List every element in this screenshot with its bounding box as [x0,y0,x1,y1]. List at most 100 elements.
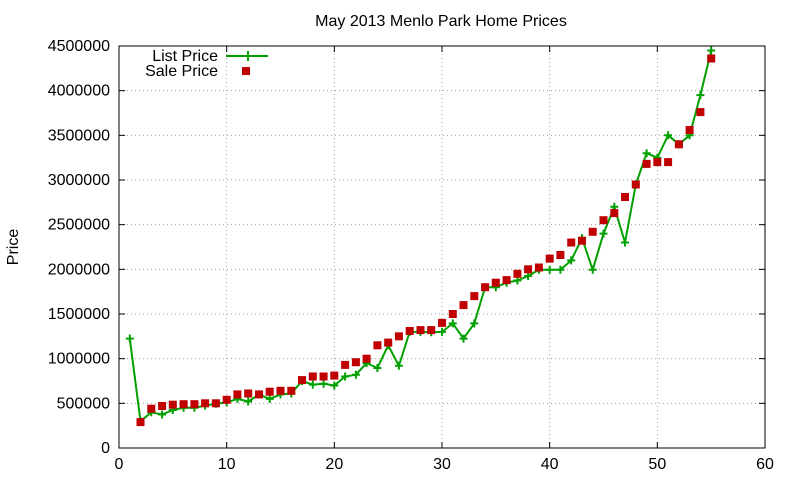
sale-price-point [534,263,543,272]
sale-price-point [405,327,414,335]
chart-title: May 2013 Menlo Park Home Prices [315,13,567,30]
x-tick-label: 40 [541,456,559,473]
list-price-point [642,149,651,158]
sale-price-point [674,140,683,149]
sale-price-point [276,386,285,395]
sale-price-point [470,292,479,301]
sale-price-point [233,390,242,399]
sale-price-point [308,372,317,381]
list-price-point [513,276,522,285]
list-price-point [319,379,328,388]
y-tick-label: 4000000 [48,83,110,100]
sale-price-point [319,372,328,381]
list-price-point [244,397,253,406]
list-price-point [588,265,597,274]
y-tick-label: 0 [101,440,110,457]
list-price-point [265,394,274,403]
series-layer [125,46,716,427]
sale-price-point [394,332,403,341]
sale-price-point [244,389,253,398]
list-price-point [696,91,705,100]
sale-price-point [524,265,533,274]
y-tick-label: 500000 [57,395,110,412]
list-price-point [621,238,629,247]
sale-price-point [707,54,716,63]
x-tick-label: 60 [756,456,774,473]
list-price-point [308,380,317,389]
sale-price-point [351,358,360,367]
list-price-point [524,272,533,280]
y-axis-label: Price [5,229,22,266]
sale-price-point [147,404,156,413]
list-price-point [351,370,360,379]
sale-price-point [287,386,296,395]
y-tick-label: 1000000 [48,351,110,368]
list-price-point [125,334,134,343]
sale-price-point [556,251,565,259]
series-list-price-line [128,50,713,423]
sale-price-point [330,371,339,380]
sale-price-point [373,341,382,350]
sale-price-point [265,387,274,396]
sale-price-point [190,400,199,409]
x-tick-label: 20 [325,456,343,473]
list-price-point [567,256,576,265]
list-price-point [459,334,468,343]
list-price-point [707,46,716,55]
sale-price-point [685,126,694,134]
sale-price-point [513,269,522,278]
sale-price-point [610,209,619,218]
grid [119,46,765,448]
sale-price-point [459,301,468,310]
x-tick-label: 30 [433,456,451,473]
sale-price-point [621,193,629,201]
x-tick-label: 10 [218,456,236,473]
list-price-point [341,372,350,381]
sale-price-point [653,158,662,167]
sale-price-point [255,390,263,399]
sale-price-point [179,400,188,409]
sale-price-point [201,399,210,408]
sale-price-point [588,227,597,236]
x-tick-label: 0 [115,456,124,473]
list-price-point [545,265,554,274]
sale-price-point [168,400,177,409]
x-tick-label: 50 [648,456,666,473]
list-price-point [556,265,565,274]
sale-price-point [298,376,306,385]
list-price-point [470,319,479,328]
list-price-point [664,131,673,140]
list-price-point [599,229,608,238]
sale-price-point [696,108,705,117]
sale-price-point [416,326,425,335]
legend-list-price-label: List Price [152,48,218,65]
sale-price-point [664,158,673,167]
list-price-point [330,381,339,390]
sale-price-point [427,326,436,335]
sale-price-point [491,278,500,287]
legend-list-price-marker [243,51,253,61]
sale-price-point [341,360,350,369]
legend-sale-price-marker [242,67,250,75]
sale-price-point [136,418,145,427]
y-tick-label: 4500000 [48,38,110,55]
sale-price-point [222,395,231,404]
legend: List Price Sale Price [145,48,268,80]
sale-price-point [448,310,457,318]
sale-price-point [578,236,586,245]
y-tick-label: 2000000 [48,261,110,278]
sale-price-point [545,254,554,263]
sale-price-point [384,338,393,347]
sale-price-point [599,216,608,225]
sale-price-point [631,180,640,189]
list-price-point [438,327,446,336]
sale-price-point [438,318,446,327]
y-tick-label: 3500000 [48,127,110,144]
list-price-point [158,410,167,419]
list-price-point [448,319,457,328]
y-tick-label: 2500000 [48,217,110,234]
sale-price-point [158,402,167,410]
y-tick-label: 1500000 [48,306,110,323]
